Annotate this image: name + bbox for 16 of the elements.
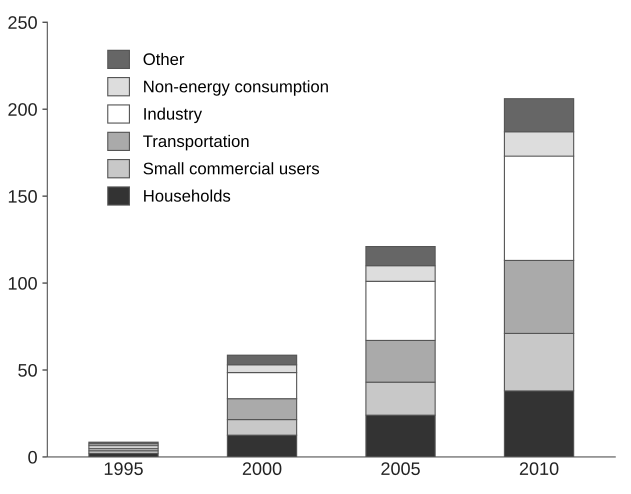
- y-tick-label: 0: [28, 450, 37, 464]
- y-tick-label: 150: [8, 190, 37, 203]
- legend-label: Industry: [144, 108, 202, 124]
- x-tick-label: 2005: [381, 462, 420, 476]
- legend-label: Small commercial users: [144, 162, 320, 174]
- legend-label: Transportation: [143, 134, 249, 150]
- y-tick-label: 200: [8, 103, 37, 116]
- x-tick-label: 2010: [520, 462, 558, 476]
- y-tick-label: 50: [18, 364, 37, 377]
- y-tick-label: 100: [8, 276, 37, 290]
- legend-label: Households: [144, 190, 230, 202]
- x-tick-label: 2000: [242, 462, 282, 476]
- y-tick-label: 250: [8, 16, 37, 29]
- legend-label: Non-energy consumption: [144, 80, 328, 96]
- legend-label: Other: [144, 52, 184, 66]
- x-tick-label: 1995: [104, 462, 143, 476]
